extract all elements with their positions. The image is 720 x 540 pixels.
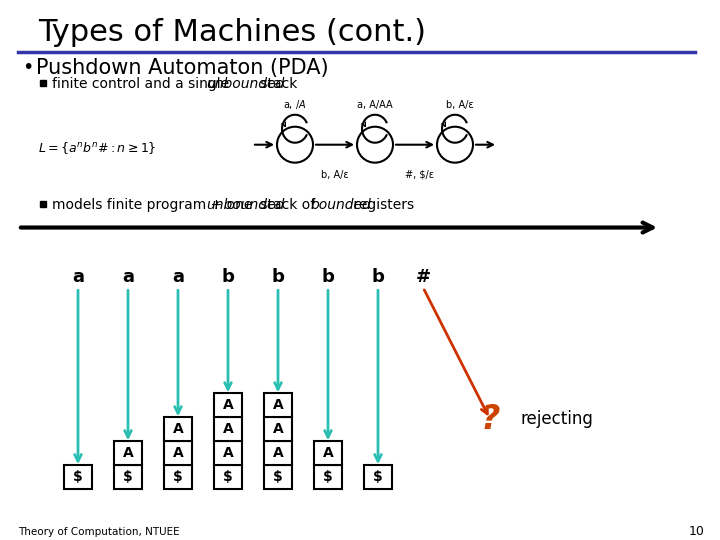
Text: $: $ [223,470,233,484]
Text: unbounded: unbounded [206,198,284,212]
Text: A: A [222,398,233,412]
Text: $: $ [123,470,133,484]
Text: b: b [322,268,334,286]
Text: unbounded: unbounded [206,77,284,91]
Text: a: a [72,268,84,286]
Text: finite control and a single: finite control and a single [52,77,233,91]
Text: a, $/A$: a, $/A$ [283,98,307,111]
FancyBboxPatch shape [114,465,142,489]
Text: b: b [271,268,284,286]
Text: a: a [122,268,134,286]
Text: A: A [173,422,184,436]
Text: b: b [372,268,384,286]
FancyBboxPatch shape [264,441,292,465]
FancyBboxPatch shape [214,417,242,441]
Text: registers: registers [349,198,414,212]
Bar [40,80,46,86]
FancyBboxPatch shape [264,465,292,489]
FancyBboxPatch shape [164,465,192,489]
FancyBboxPatch shape [264,393,292,417]
Text: A: A [323,446,333,460]
Text: ?: ? [480,403,500,436]
Text: A: A [273,446,284,460]
Text: #: # [415,268,431,286]
Text: $: $ [73,470,83,484]
Text: a, A/AA: a, A/AA [357,100,393,110]
Bar [40,200,46,207]
FancyBboxPatch shape [164,417,192,441]
FancyBboxPatch shape [214,441,242,465]
Text: stack of: stack of [256,198,319,212]
Text: b, A/ε: b, A/ε [446,100,474,110]
Text: Types of Machines (cont.): Types of Machines (cont.) [38,18,426,48]
Text: #, $/ε: #, $/ε [405,170,435,180]
FancyBboxPatch shape [314,441,342,465]
Text: Pushdown Automaton (PDA): Pushdown Automaton (PDA) [36,58,328,78]
Text: $: $ [323,470,333,484]
Text: models finite program + one: models finite program + one [52,198,257,212]
FancyBboxPatch shape [364,465,392,489]
FancyBboxPatch shape [114,441,142,465]
Text: $: $ [173,470,183,484]
Text: A: A [122,446,133,460]
Text: 10: 10 [689,525,705,538]
FancyBboxPatch shape [214,465,242,489]
FancyBboxPatch shape [264,417,292,441]
Text: b, A/ε: b, A/ε [321,170,349,180]
FancyBboxPatch shape [164,441,192,465]
Text: A: A [173,446,184,460]
Text: •: • [22,58,33,77]
Text: A: A [273,422,284,436]
Text: A: A [273,398,284,412]
FancyBboxPatch shape [64,465,92,489]
Text: stack: stack [256,77,297,91]
Text: Theory of Computation, NTUEE: Theory of Computation, NTUEE [18,527,179,537]
FancyBboxPatch shape [314,465,342,489]
Text: a: a [172,268,184,286]
Text: b: b [222,268,235,286]
Text: A: A [222,446,233,460]
Text: $: $ [273,470,283,484]
Text: $L = \{a^n b^n \# : n \geq 1\}$: $L = \{a^n b^n \# : n \geq 1\}$ [38,140,156,156]
Text: $: $ [373,470,383,484]
Text: A: A [222,422,233,436]
Text: bounded: bounded [310,198,372,212]
FancyBboxPatch shape [214,393,242,417]
Text: rejecting: rejecting [520,410,593,428]
